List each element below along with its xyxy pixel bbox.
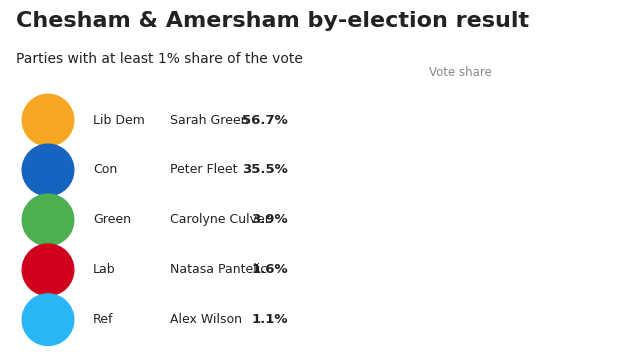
Text: Lab: Lab [93, 263, 115, 276]
Text: Carolyne Culver: Carolyne Culver [170, 213, 269, 227]
Circle shape [22, 94, 74, 146]
Text: 56.7%: 56.7% [243, 113, 288, 127]
Text: Sarah Green: Sarah Green [170, 113, 248, 127]
Text: Vote share: Vote share [429, 66, 492, 79]
Text: Natasa Pantelic: Natasa Pantelic [170, 263, 267, 276]
Text: BBC: BBC [570, 332, 602, 346]
Text: 35.5%: 35.5% [243, 163, 288, 177]
Text: Green: Green [93, 213, 131, 227]
Text: Ref: Ref [93, 313, 113, 326]
Text: 1.1%: 1.1% [252, 313, 288, 326]
Circle shape [22, 194, 74, 246]
Text: Con: Con [93, 163, 117, 177]
Text: 1.6%: 1.6% [252, 263, 288, 276]
Text: Parties with at least 1% share of the vote: Parties with at least 1% share of the vo… [16, 52, 303, 66]
Text: Peter Fleet: Peter Fleet [170, 163, 237, 177]
Text: Alex Wilson: Alex Wilson [170, 313, 242, 326]
Text: Chesham & Amersham by-election result: Chesham & Amersham by-election result [16, 11, 529, 31]
Circle shape [22, 144, 74, 196]
Text: Lib Dem: Lib Dem [93, 113, 145, 127]
Circle shape [22, 244, 74, 295]
Text: 3.9%: 3.9% [252, 213, 288, 227]
Circle shape [22, 294, 74, 345]
